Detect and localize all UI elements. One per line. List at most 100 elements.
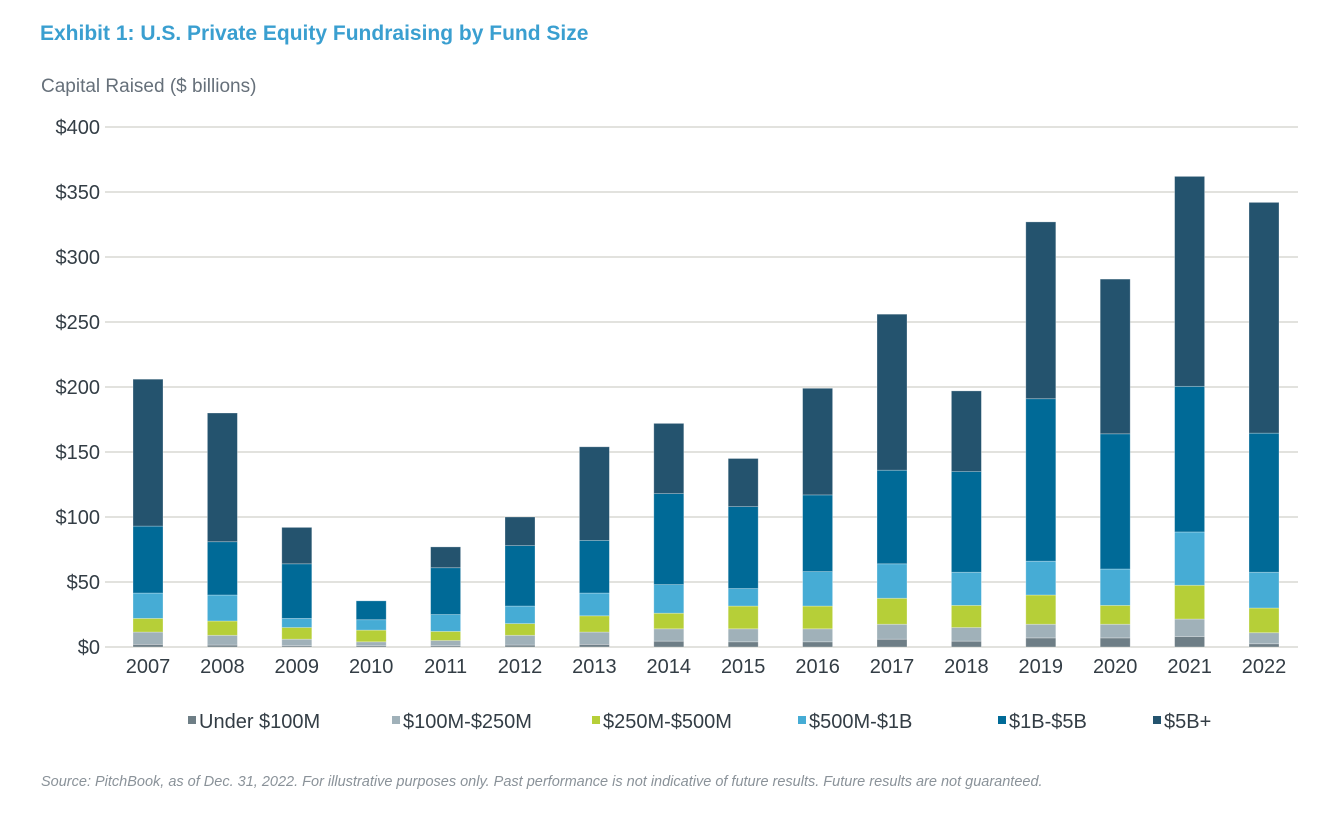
bar-segment [504,634,536,646]
bar-segment [430,567,462,615]
bar-segment [951,571,982,606]
x-tick-label: 2018 [944,656,989,678]
bar-segment [430,631,462,641]
bar-segment [727,506,759,589]
bar-segment [802,571,833,607]
bar-segment [1025,637,1057,648]
bar-segment [1099,605,1131,625]
bar-segment [206,634,238,646]
bar-segment [579,615,610,633]
bar-segment [1099,278,1131,435]
y-tick-label: $0 [78,637,100,659]
bar-segment [430,546,462,569]
y-tick-label: $200 [56,377,101,399]
bar-segment [281,527,313,565]
bar-segment [579,644,610,648]
x-tick-label: 2007 [126,656,171,678]
bar-segment [653,640,685,648]
bar-segment [727,458,759,507]
x-tick-label: 2020 [1093,656,1138,678]
bar-segment [1248,571,1280,609]
bar-segment [876,597,908,625]
bar-segment [1174,584,1205,620]
bar-segment [504,605,536,624]
bar-segment [876,313,908,471]
bar-segment [653,584,685,614]
bar-segment [951,627,982,642]
bar-segment [1025,221,1057,400]
legend-label: $5B+ [1164,711,1211,733]
x-tick-label: 2010 [349,656,394,678]
bar-segment [132,592,164,619]
y-tick-label: $250 [56,312,101,334]
bar-segment [1174,175,1205,387]
bar-segment [1025,560,1057,596]
bar-segment [579,446,610,541]
legend-label: $1B-$5B [1009,711,1087,733]
x-tick-label: 2013 [572,656,617,678]
bar-segment [1174,636,1205,648]
bar-segment [727,641,759,648]
bar-segment [504,516,536,547]
bar-segment [876,469,908,565]
bar-segment [802,605,833,630]
source-note: Source: PitchBook, as of Dec. 31, 2022. … [41,774,1043,790]
bar-segment [132,631,164,645]
x-tick-label: 2021 [1167,656,1212,678]
x-tick-label: 2022 [1242,656,1287,678]
legend-label: $250M-$500M [603,711,732,733]
bar-segment [281,563,313,619]
bar-segment [132,525,164,594]
bar-segment [1025,594,1057,625]
bar-segment [1248,643,1280,648]
y-tick-label: $50 [67,572,100,594]
bar-segment [132,618,164,633]
x-tick-label: 2009 [275,656,320,678]
bar-segment [951,471,982,573]
legend-label: Under $100M [199,711,320,733]
legend-swatch [188,716,196,724]
bar-segment [1174,618,1205,637]
bar-segment [1025,623,1057,639]
bar-segment [1099,433,1131,570]
x-tick-label: 2011 [424,656,467,678]
legend-swatch [998,716,1006,724]
x-tick-label: 2008 [200,656,245,678]
bar-segment [355,641,387,647]
bar-segment [1248,432,1280,573]
bar-segment [1248,201,1280,434]
y-tick-label: $150 [56,442,101,464]
bar-segment [1099,623,1131,639]
bar-segment [802,641,833,648]
bar-segment [355,600,387,621]
legend-label: $500M-$1B [809,711,912,733]
bar-segment [727,605,759,630]
legend-swatch [1153,716,1161,724]
bar-segment [579,592,610,617]
legend-swatch [592,716,600,724]
bar-segment [206,541,238,596]
bar-segment [206,412,238,543]
bar-segment [430,640,462,647]
bar-segment [727,628,759,643]
bar-segment [876,563,908,599]
chart-title: Exhibit 1: U.S. Private Equity Fundraisi… [40,22,589,45]
y-tick-label: $400 [56,117,101,139]
bar-segment [1174,531,1205,586]
bar-segment [355,619,387,631]
bar-segment [504,623,536,636]
y-tick-label: $300 [56,247,101,269]
bar-segment [1248,607,1280,634]
x-tick-label: 2014 [647,656,692,678]
bar-segment [430,614,462,632]
y-tick-label: $100 [56,507,101,529]
bar-segment [1248,632,1280,645]
bar-segment [206,620,238,636]
bar-segment [1099,637,1131,648]
bar-segment [281,627,313,640]
bar-segment [653,422,685,494]
bar-segment [802,628,833,643]
bar-segment [355,629,387,643]
legend-swatch [392,716,400,724]
